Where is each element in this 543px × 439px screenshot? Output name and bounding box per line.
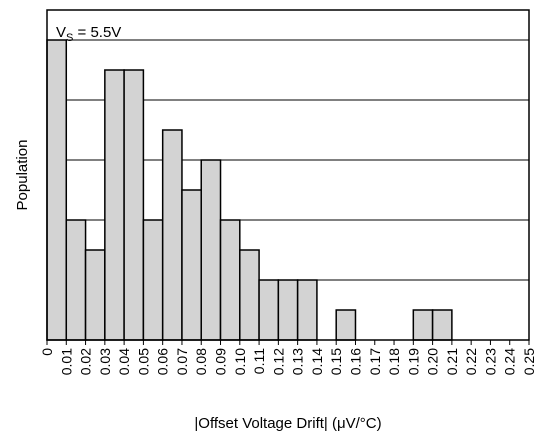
histogram-bar [46,39,68,341]
x-tick-label: 0.20 [425,348,441,375]
annotation-symbol: V [56,24,66,41]
x-tick-label: 0.18 [386,348,402,375]
x-tick-label: 0.07 [174,348,190,375]
histogram-bar [335,309,357,341]
histogram-bars [46,39,453,341]
y-axis-title: Population [14,140,31,211]
histogram-bar [142,219,164,341]
x-tick-label: 0.14 [309,348,325,375]
x-tick-label: 0.10 [232,348,248,375]
x-tick-label: 0.23 [482,348,498,375]
histogram-bar [277,279,299,341]
x-tick-label: 0.19 [405,348,421,375]
annotation-value: = 5.5V [73,24,121,41]
supply-voltage-annotation: VS = 5.5V [56,24,121,44]
histogram-bar [412,309,434,341]
x-tick-label: 0.16 [347,348,363,375]
x-tick-label: 0.12 [270,348,286,375]
x-tick-label: 0.15 [328,348,344,375]
histogram-bar [84,249,106,341]
x-tick-label: 0.03 [97,348,113,375]
histogram-bar [296,279,318,341]
histogram-bar [200,159,222,341]
x-tick-label: 0.11 [251,348,267,374]
x-axis-title: |Offset Voltage Drift| (μV/°C) [194,415,381,432]
x-tick-label: 0.13 [290,348,306,375]
histogram-bar [161,129,183,341]
x-tick-label: 0.04 [116,348,132,375]
x-axis-ticks [46,340,530,345]
x-tick-label: 0.25 [521,348,537,375]
x-tick-label: 0.09 [213,348,229,375]
x-tick-label: 0.17 [367,348,383,375]
x-tick-label: 0.08 [193,348,209,375]
x-axis-tick-labels: 0 0.01 0.02 0.03 0.04 0.05 0.06 0.07 0.08 0.09 0.1… [39,348,537,375]
histogram-bar [123,69,145,341]
x-tick-label: 0.05 [135,348,151,375]
x-tick-label: 0.06 [155,348,171,375]
annotation-subscript: S [66,32,73,44]
x-tick-label: 0 [39,348,55,356]
x-tick-label: 0.21 [444,348,460,375]
x-tick-label: 0.22 [463,348,479,375]
histogram-bar [239,249,260,341]
x-tick-label: 0.01 [58,348,74,375]
histogram-bar [431,309,453,341]
x-tick-label: 0.24 [502,348,518,375]
histogram-bar [181,189,202,341]
histogram-bar [219,219,241,341]
histogram-bar [258,279,280,341]
histogram-bar [104,69,125,341]
histogram-bar [65,219,87,341]
plot-frame [46,9,530,341]
x-tick-label: 0.02 [78,348,94,375]
